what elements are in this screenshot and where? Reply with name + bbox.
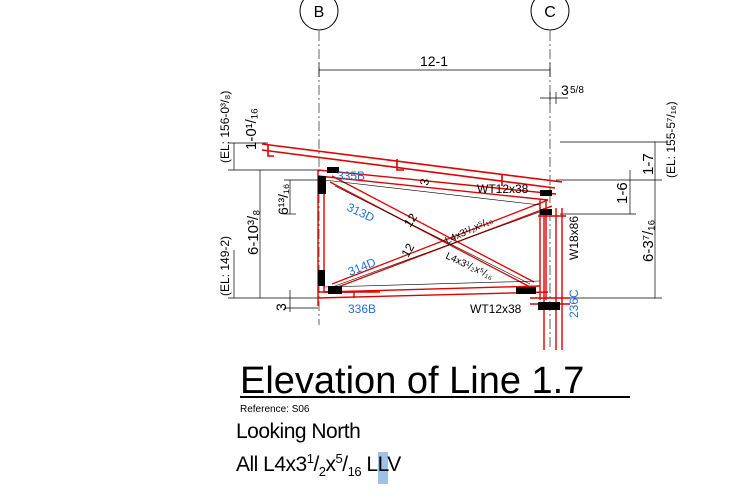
bolt-clusters [318,167,560,310]
span-dimension [318,63,551,77]
right-dimension-chain [556,141,668,299]
span-dimension-label: 12-1 [420,53,448,69]
offset-whole: 3 [561,82,569,98]
title-underline [240,396,630,398]
mark-236c: 236C [567,289,581,318]
left-bottom-dim: 3 [273,303,289,311]
member-note-a-sub: 2 [318,464,326,480]
mark-336b: 336B [348,302,376,316]
label-bottom-chord: WT12x38 [470,302,522,316]
left-top-elevation: (EL: 156-0³/₈) [218,91,232,163]
member-note: All L4x31/2x5/16 LLV [236,451,401,480]
x-braces [329,175,553,291]
top-chord [261,143,563,189]
grid-bubble-c: C [530,0,570,31]
left-big-dim: 6-10³/₈ [245,210,262,255]
text-cursor-highlight [378,452,388,484]
left-dimension-chain [228,142,318,312]
right-big-dim: 6-3⁷/₁₆ [640,220,657,262]
grid-label-c: C [544,4,556,21]
brace-frame [317,169,570,306]
label-column: W18x86 [567,216,581,260]
slope-lower: 12 [398,241,417,260]
reference-note: Reference: S06 [240,404,310,415]
offset-dimension [540,92,568,104]
member-note-a-sup: 1 [306,451,314,466]
left-bottom-elevation: (EL: 149-2) [218,236,232,296]
member-note-suffix: LLV [361,453,401,476]
label-top-chord: WT12x38 [477,182,529,196]
column-w18 [543,208,563,350]
mark-314d: 314D [346,255,378,279]
left-top-dim: 1-0¹/₁₆ [243,108,260,150]
grid-label-b: B [314,4,325,21]
left-small-dim: 6¹³/₁₆ [275,184,291,215]
member-centerlines [323,179,546,288]
member-note-mid: x [325,453,337,476]
offset-frac: 5/8 [570,85,584,96]
member-note-b-sup: 5 [335,451,343,466]
right-top-dim: 1-7 [640,153,657,175]
slope-top: 3 [417,177,432,186]
member-note-prefix: All L4x3 [236,453,307,476]
member-note-b-sub: 16 [347,464,362,480]
grid-bubble-b: B [299,0,339,31]
right-top-elevation: (EL: 155-5⁷/₁₆) [664,101,678,178]
view-direction: Looking North [236,420,361,443]
right-mid-dim: 1-6 [614,182,631,204]
mark-335b: 335B [337,169,365,183]
drawing-title: Elevation of Line 1.7 [240,360,585,402]
